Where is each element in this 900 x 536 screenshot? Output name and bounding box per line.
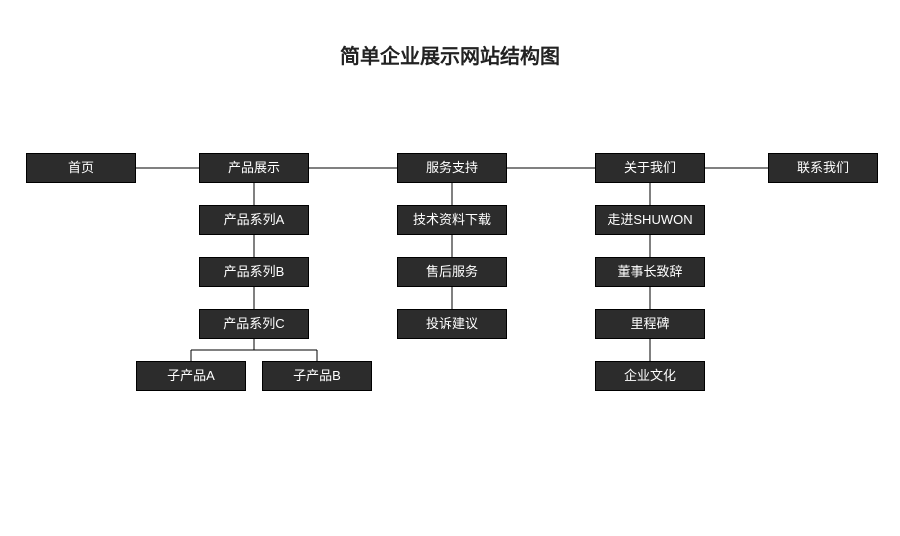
node-seriesC: 产品系列C	[199, 309, 309, 339]
node-subB: 子产品B	[262, 361, 372, 391]
node-products: 产品展示	[199, 153, 309, 183]
node-complain: 投诉建议	[397, 309, 507, 339]
node-culture: 企业文化	[595, 361, 705, 391]
node-seriesB: 产品系列B	[199, 257, 309, 287]
node-seriesA: 产品系列A	[199, 205, 309, 235]
node-chair: 董事长致辞	[595, 257, 705, 287]
node-subA: 子产品A	[136, 361, 246, 391]
node-contact: 联系我们	[768, 153, 878, 183]
node-milestone: 里程碑	[595, 309, 705, 339]
node-walk: 走进SHUWON	[595, 205, 705, 235]
node-aftersale: 售后服务	[397, 257, 507, 287]
node-about: 关于我们	[595, 153, 705, 183]
node-service: 服务支持	[397, 153, 507, 183]
node-techdl: 技术资料下载	[397, 205, 507, 235]
node-home: 首页	[26, 153, 136, 183]
